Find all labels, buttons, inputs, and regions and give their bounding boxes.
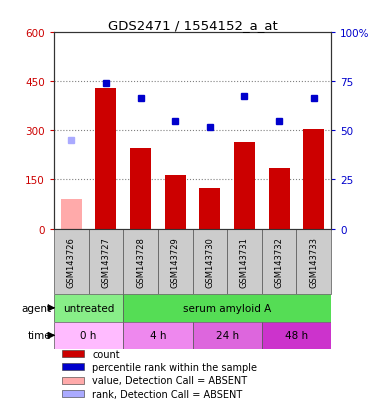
Bar	[62, 377, 84, 384]
Bar	[269, 169, 290, 229]
Bar	[54, 322, 123, 349]
Text: GSM143726: GSM143726	[67, 236, 76, 287]
Text: GSM143732: GSM143732	[275, 236, 284, 287]
Bar	[54, 229, 89, 294]
Bar	[89, 229, 123, 294]
Bar	[62, 350, 84, 357]
Text: 4 h: 4 h	[150, 330, 166, 340]
Text: rank, Detection Call = ABSENT: rank, Detection Call = ABSENT	[92, 389, 243, 399]
Bar	[123, 294, 331, 322]
Bar	[296, 229, 331, 294]
Text: GSM143733: GSM143733	[309, 236, 318, 287]
Bar	[95, 88, 116, 229]
Bar	[130, 149, 151, 229]
Text: 48 h: 48 h	[285, 330, 308, 340]
Bar	[262, 322, 331, 349]
Text: untreated: untreated	[63, 303, 114, 313]
Text: GSM143728: GSM143728	[136, 236, 145, 287]
Text: GSM143731: GSM143731	[240, 236, 249, 287]
Text: value, Detection Call = ABSENT: value, Detection Call = ABSENT	[92, 375, 247, 385]
Bar	[165, 175, 186, 229]
Text: 24 h: 24 h	[216, 330, 239, 340]
Bar	[192, 229, 227, 294]
Text: time: time	[27, 330, 51, 340]
Bar	[192, 322, 262, 349]
Bar	[262, 229, 296, 294]
Bar	[61, 199, 82, 229]
Text: count: count	[92, 349, 120, 358]
Text: GDS2471 / 1554152_a_at: GDS2471 / 1554152_a_at	[108, 19, 277, 31]
Text: GSM143729: GSM143729	[171, 236, 180, 287]
Text: GSM143727: GSM143727	[101, 236, 110, 287]
Text: 0 h: 0 h	[80, 330, 97, 340]
Bar	[123, 229, 158, 294]
Bar	[303, 129, 324, 229]
Bar	[54, 294, 123, 322]
Text: GSM143730: GSM143730	[205, 236, 214, 287]
Bar	[227, 229, 262, 294]
Text: agent: agent	[21, 303, 51, 313]
Bar	[158, 229, 192, 294]
Text: serum amyloid A: serum amyloid A	[183, 303, 271, 313]
Bar	[234, 142, 255, 229]
Bar	[123, 322, 192, 349]
Bar	[62, 390, 84, 397]
Bar	[199, 188, 220, 229]
Text: percentile rank within the sample: percentile rank within the sample	[92, 362, 257, 372]
Bar	[62, 363, 84, 370]
